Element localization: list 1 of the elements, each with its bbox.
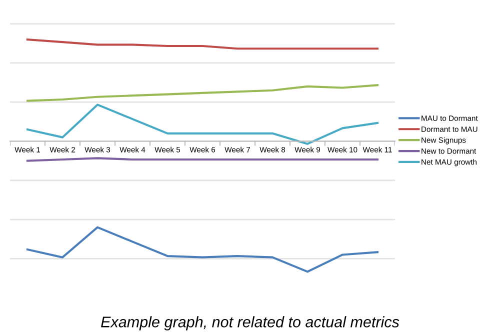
text: Example graph, not related to actual metrics bbox=[101, 316, 400, 330]
